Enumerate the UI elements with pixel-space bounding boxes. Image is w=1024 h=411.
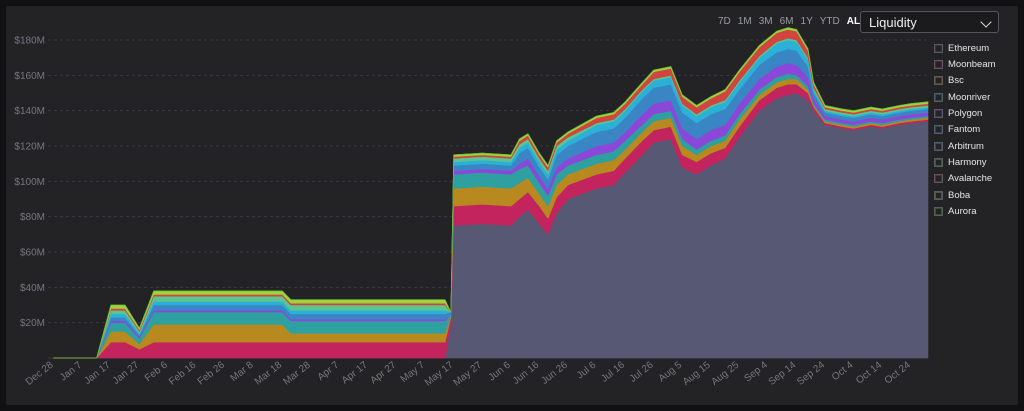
x-tick-label: Mar 8 [229,359,256,384]
legend-label: Boba [948,189,971,201]
y-tick-label: $40M [20,283,45,294]
x-tick-label: Oct 24 [883,359,913,386]
y-tick-label: $120M [14,142,45,153]
range-button-1m[interactable]: 1M [737,16,752,27]
legend-item-boba[interactable]: Boba [934,187,996,203]
x-tick-label: Sep 14 [767,359,799,387]
legend-item-ethereum[interactable]: Ethereum [934,40,996,56]
x-tick-label: Dec 28 [24,359,56,387]
series-areas [53,27,929,359]
legend-label: Avalanche [948,173,993,185]
legend-label: Moonriver [948,91,991,103]
x-tick-label: Feb 6 [143,359,170,384]
legend-item-moonriver[interactable]: Moonriver [934,89,996,105]
legend-item-avalanche[interactable]: Avalanche [934,171,996,187]
metric-select-value: Liquidity [869,15,917,30]
legend-swatch [934,43,943,53]
range-button-ytd[interactable]: YTD [819,16,840,27]
range-button-6m[interactable]: 6M [779,16,794,27]
y-tick-label: $160M [14,71,45,82]
legend-label: Polygon [948,108,983,120]
legend-swatch [934,125,943,135]
legend-label: Aurora [948,206,977,218]
x-tick-label: Oct 4 [830,359,856,383]
range-button-1y[interactable]: 1Y [800,16,813,27]
legend-swatch [934,141,943,151]
x-tick-label: Mar 18 [253,359,285,387]
legend-label: Fantom [948,124,981,136]
x-tick-label: May 27 [452,359,485,388]
x-tick-label: Feb 26 [196,359,228,387]
x-tick-label: Apr 17 [340,359,370,386]
x-tick-label: May 17 [423,359,456,388]
area-aurora [53,27,929,359]
x-tick-label: Jun 26 [539,359,570,386]
legend-item-bsc[interactable]: Bsc [934,73,996,89]
x-tick-label: Jun 16 [511,359,542,386]
x-tick-label: Jul 26 [628,359,656,384]
time-range-selector: 7D 1M 3M 6M 1Y YTD ALL [718,16,866,27]
y-tick-label: $20M [20,318,45,329]
legend-swatch [934,190,943,200]
y-tick-label: $140M [14,106,45,117]
legend-item-arbitrum[interactable]: Arbitrum [934,138,996,154]
x-tick-label: Aug 15 [681,359,713,387]
y-tick-label: $80M [20,212,45,223]
metric-select[interactable]: Liquidity [860,11,999,33]
legend: Ethereum Moonbeam Bsc Moonriver Polygon Fanto… [934,40,996,220]
x-tick-label: Apr 7 [316,359,342,383]
range-button-3m[interactable]: 3M [758,16,773,27]
legend-item-moonbeam[interactable]: Moonbeam [934,56,996,72]
legend-swatch [934,174,943,184]
y-tick-label: $180M [14,36,45,47]
legend-item-aurora[interactable]: Aurora [934,203,996,219]
legend-swatch [934,60,943,70]
legend-item-polygon[interactable]: Polygon [934,105,996,121]
x-tick-label: Jan 17 [82,359,113,386]
legend-swatch [934,76,943,86]
x-tick-label: Sep 24 [795,359,827,387]
legend-item-harmony[interactable]: Harmony [934,154,996,170]
x-tick-label: Jul 6 [575,359,599,381]
x-tick-label: Jun 6 [487,359,513,383]
legend-swatch [934,92,943,102]
x-tick-label: Oct 14 [854,359,884,386]
x-tick-label: Apr 27 [368,359,398,386]
x-tick-label: Mar 28 [281,359,313,387]
x-tick-label: Jan 27 [111,359,142,386]
x-tick-label: Jul 16 [599,359,627,384]
y-tick-label: $100M [14,177,45,188]
range-button-7d[interactable]: 7D [718,16,731,27]
range-button-all[interactable]: ALL [846,16,867,27]
legend-item-fantom[interactable]: Fantom [934,122,996,138]
legend-label: Moonbeam [948,59,996,71]
x-tick-label: Feb 16 [167,359,199,387]
x-tick-label: Sep 4 [742,359,770,384]
legend-swatch [934,207,943,217]
legend-label: Bsc [948,75,964,87]
x-tick-label: Aug 5 [657,359,685,384]
legend-label: Ethereum [948,42,990,54]
legend-swatch [934,158,943,168]
x-tick-label: Jan 7 [58,359,84,383]
legend-swatch [934,109,943,119]
x-tick-label: Aug 25 [710,359,742,387]
y-axis: $20M $40M $60M $80M $100M $120M $140M $160M $180… [14,36,45,330]
legend-label: Harmony [948,157,987,169]
legend-label: Arbitrum [948,140,984,152]
y-tick-label: $60M [20,248,45,259]
